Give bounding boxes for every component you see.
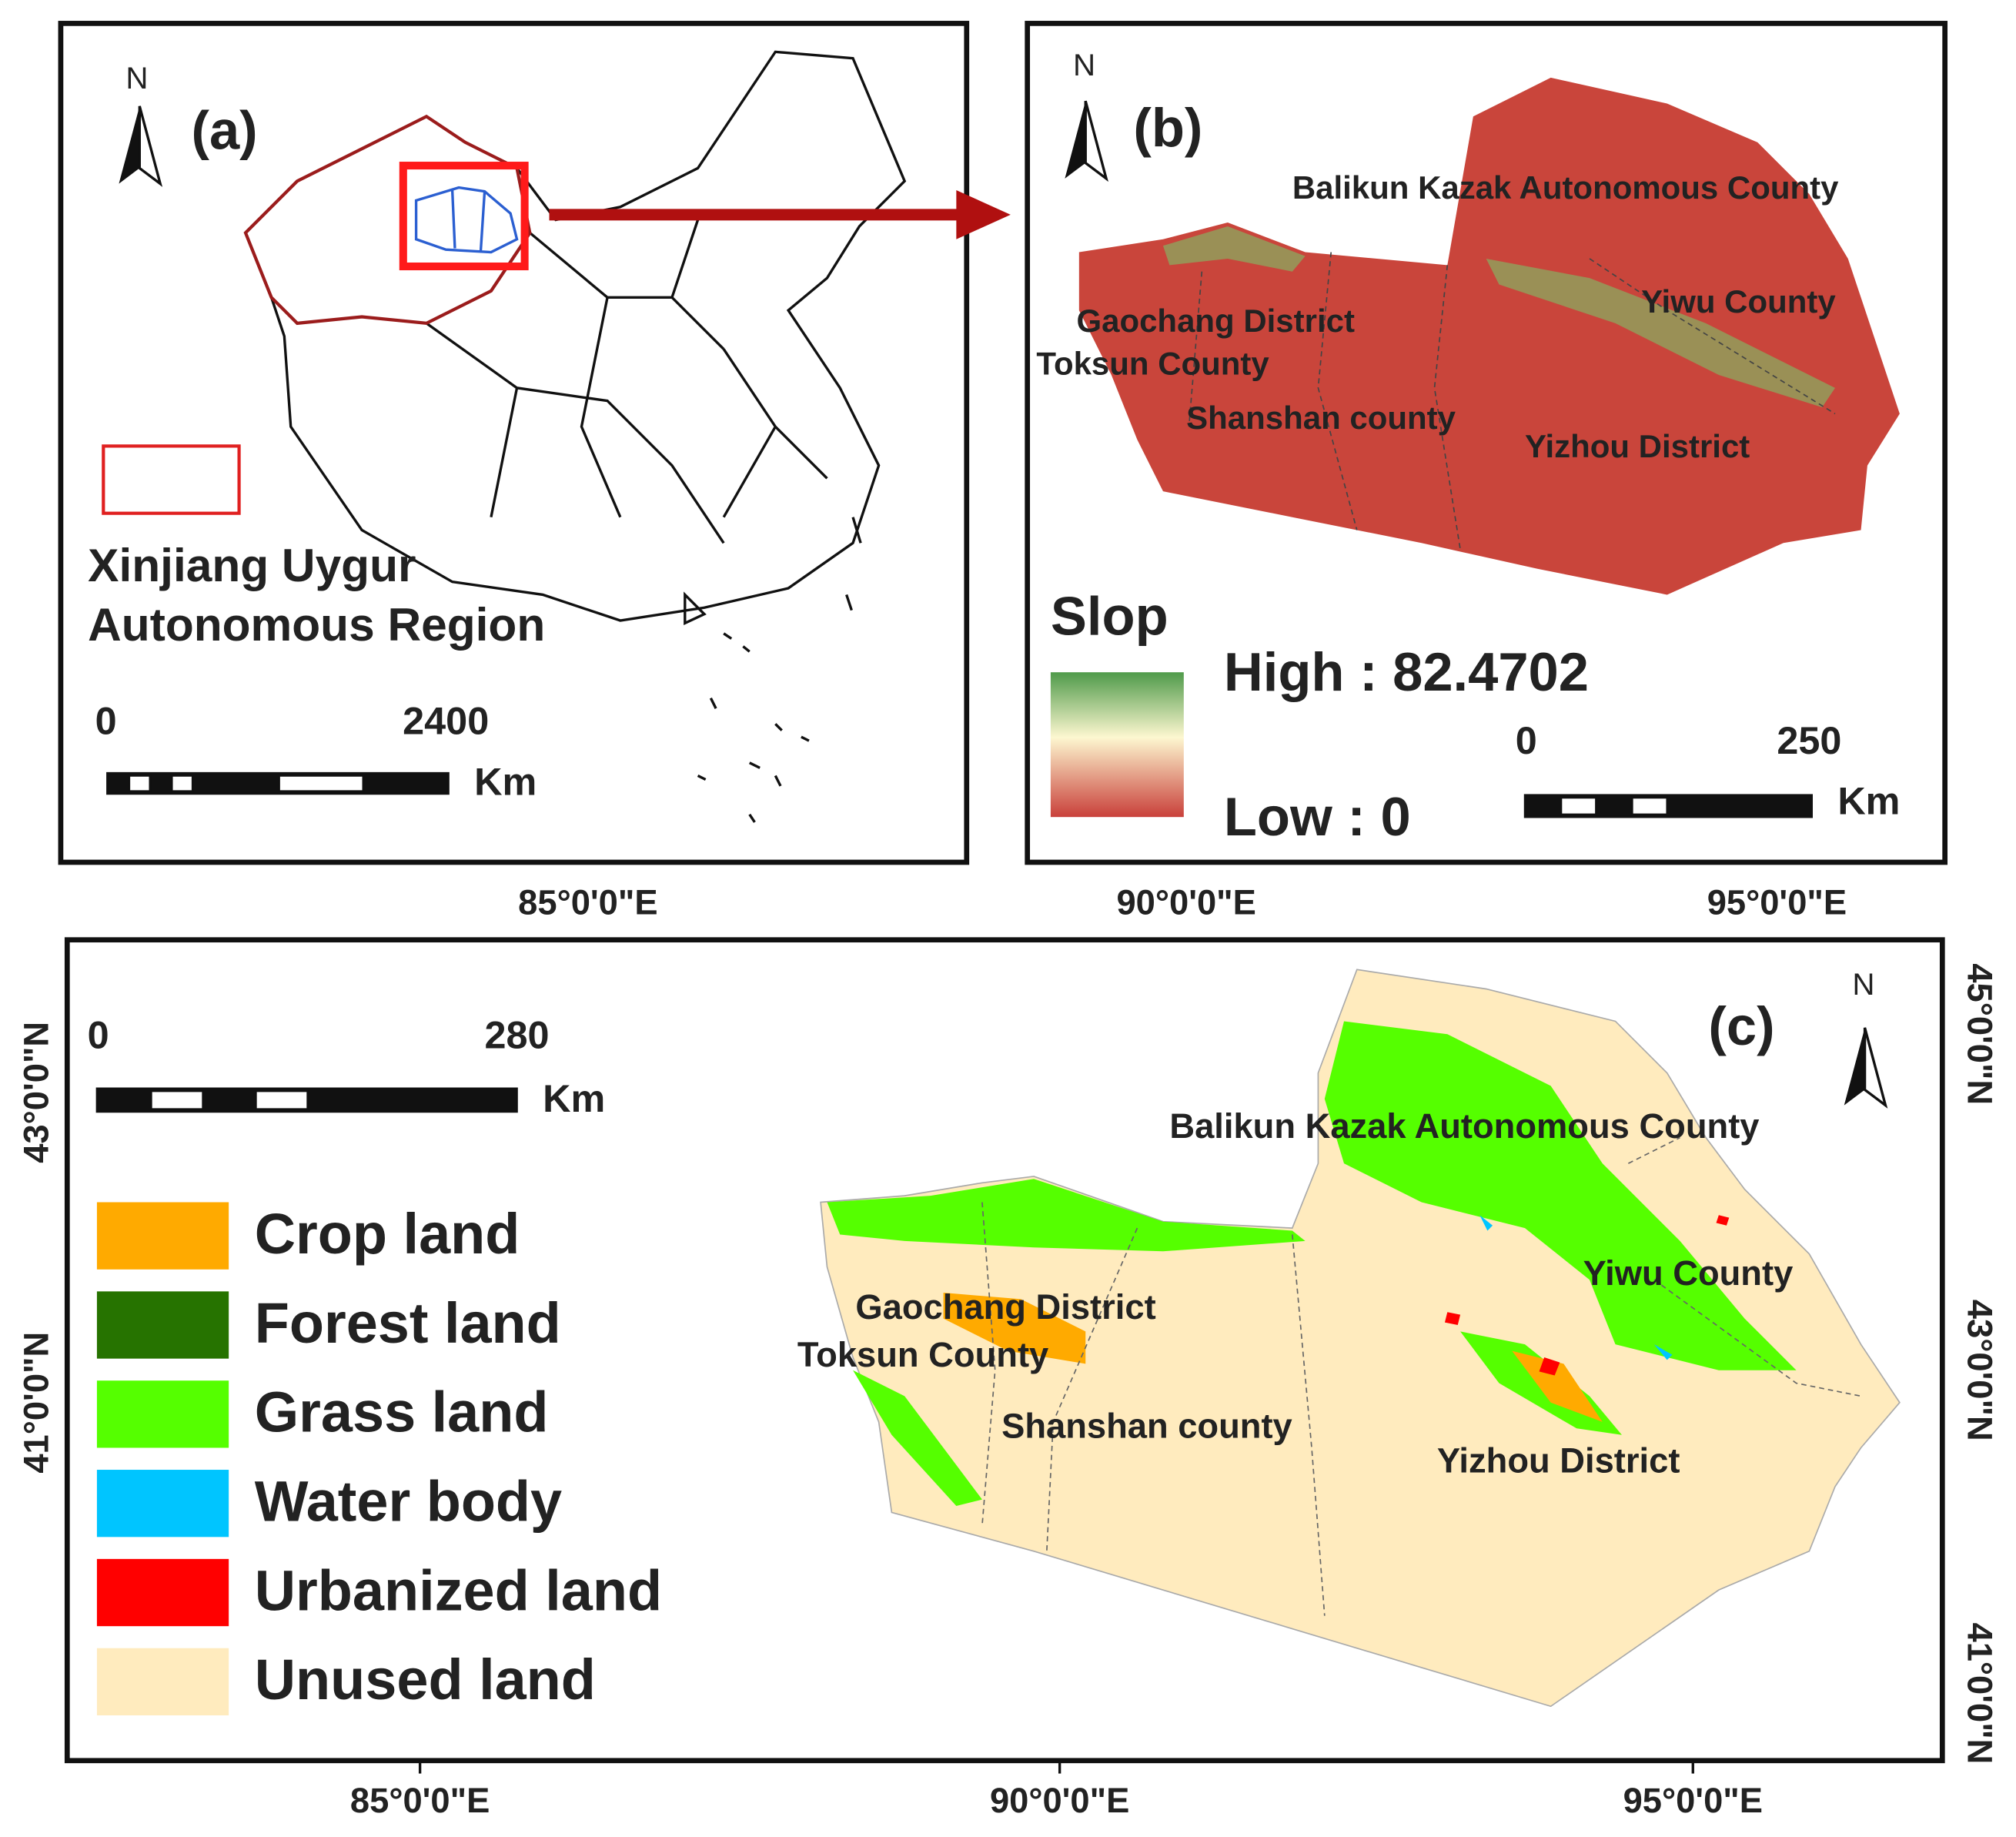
- panel-a-frame: [58, 21, 970, 865]
- county-label: Yiwu County: [1583, 1253, 1794, 1293]
- north-arrow: [119, 105, 163, 187]
- county-label: Gaochang District: [1076, 303, 1354, 339]
- scale-unit: Km: [543, 1076, 605, 1120]
- county-label: Balikun Kazak Autonomous County: [1169, 1106, 1759, 1146]
- county-label: Toksun County: [1036, 345, 1269, 381]
- legend-label: Crop land: [255, 1202, 520, 1266]
- slope-ramp: [1050, 672, 1184, 818]
- panel-label: (b): [1133, 97, 1202, 158]
- china-outline: [244, 50, 907, 622]
- legend-swatch: [96, 1470, 229, 1538]
- study-area-outline: [414, 186, 519, 254]
- county-borders: [981, 1136, 1861, 1616]
- legend-swatch: [96, 1202, 229, 1270]
- legend-low: Low : 0: [1224, 786, 1411, 847]
- study-area-box: [399, 162, 529, 271]
- north-label: N: [1073, 48, 1095, 82]
- legend-high: High : 82.4702: [1224, 641, 1589, 702]
- lon-label: 95°0'0"E: [1707, 882, 1847, 922]
- panel-c-frame: [64, 937, 1945, 1764]
- lat-label: 45°0'0"N: [1961, 963, 2000, 1105]
- legend-swatch: [96, 1291, 229, 1359]
- county-label: Shanshan county: [1186, 400, 1456, 436]
- county-label: Shanshan county: [1001, 1406, 1292, 1445]
- north-arrow: [1065, 100, 1108, 182]
- legend-label: Grass land: [255, 1380, 549, 1444]
- china-map: [244, 50, 907, 823]
- xinjiang-outline: [243, 114, 532, 326]
- scale-label: 280: [485, 1013, 550, 1057]
- legend-label: Unused land: [255, 1648, 596, 1712]
- scale-label: 2400: [403, 699, 489, 743]
- scale-bar: [95, 1087, 518, 1113]
- panel-b-frame: [1025, 21, 1948, 865]
- legend-swatch: [96, 1558, 229, 1627]
- scale-bar: [1523, 794, 1814, 818]
- scale-label: 250: [1777, 718, 1841, 762]
- county-label: Balikun Kazak Autonomous County: [1292, 169, 1839, 206]
- legend-swatch: [102, 444, 241, 515]
- legend-label: Forest land: [255, 1291, 561, 1355]
- legend-label: Xinjiang Uygur: [88, 539, 416, 591]
- crop-areas: [943, 1293, 1603, 1422]
- legend-swatch: [96, 1380, 229, 1448]
- county-label: Yiwu County: [1641, 283, 1836, 320]
- panel-label: (c): [1708, 995, 1774, 1056]
- county-borders: [1188, 252, 1836, 550]
- north-label: N: [1852, 967, 1874, 1002]
- lon-label: 90°0'0"E: [990, 1781, 1129, 1820]
- north-arrow: [1844, 1027, 1888, 1109]
- north-label: N: [125, 61, 148, 95]
- lon-label: 95°0'0"E: [1623, 1781, 1763, 1820]
- lon-label: 90°0'0"E: [1116, 882, 1255, 922]
- arrow-head: [956, 189, 1011, 239]
- lat-label: 41°0'0"N: [16, 1332, 55, 1474]
- county-label: Yizhou District: [1437, 1441, 1680, 1481]
- county-label: Gaochang District: [855, 1287, 1155, 1327]
- legend-title: Slop: [1051, 586, 1168, 647]
- landuse-map: [820, 969, 1901, 1708]
- scale-bar: [106, 771, 450, 795]
- legend-label: Autonomous Region: [88, 598, 545, 651]
- scale-unit: Km: [474, 760, 537, 804]
- scale-label: 0: [1516, 718, 1537, 762]
- scale-unit: Km: [1837, 779, 1900, 823]
- lon-label: 85°0'0"E: [518, 882, 657, 922]
- legend-swatch: [96, 1648, 229, 1716]
- slope-map: [1078, 77, 1900, 595]
- county-label: Toksun County: [797, 1335, 1048, 1374]
- lat-label: 43°0'0"N: [1961, 1300, 2000, 1441]
- lat-label: 43°0'0"N: [16, 1022, 55, 1163]
- province-lines: [426, 219, 828, 544]
- islands: [684, 517, 862, 823]
- scale-label: 0: [95, 699, 117, 743]
- lat-label: 41°0'0"N: [1961, 1623, 2000, 1765]
- slope-high-area: [1162, 226, 1835, 408]
- scale-label: 0: [88, 1013, 109, 1057]
- county-label: Yizhou District: [1525, 428, 1750, 464]
- legend-label: Urbanized land: [255, 1558, 662, 1622]
- panel-label: (a): [191, 99, 257, 160]
- lon-label: 85°0'0"E: [350, 1781, 490, 1820]
- legend-label: Water body: [255, 1470, 562, 1534]
